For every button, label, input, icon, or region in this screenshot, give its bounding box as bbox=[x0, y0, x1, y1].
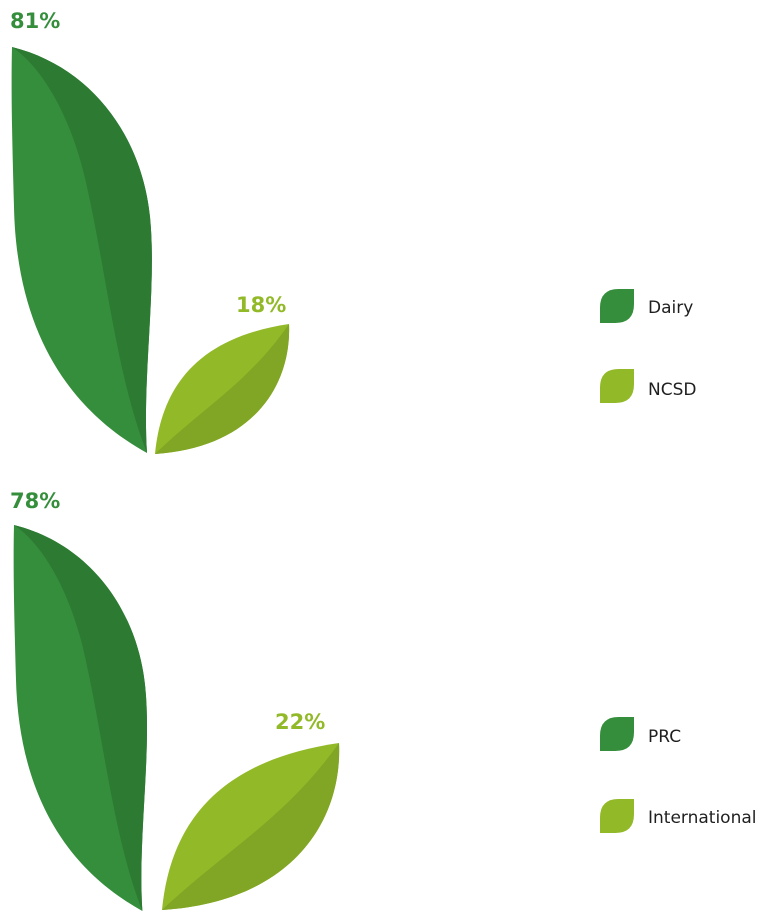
leaf-small-2 bbox=[162, 743, 340, 910]
value-label-4: 22% bbox=[275, 710, 325, 734]
legend-label-2: NCSD bbox=[648, 380, 696, 400]
legend-leaf-icon bbox=[600, 717, 634, 751]
legend-label-1: Dairy bbox=[648, 298, 693, 318]
legend-leaf-icon bbox=[600, 289, 634, 323]
leaf-big-1-shade bbox=[12, 47, 152, 453]
leaf-small-2-shade bbox=[162, 743, 340, 910]
leaf-small-1 bbox=[155, 324, 290, 454]
legend-label-4: International bbox=[648, 808, 757, 828]
chart-2: 78% 22% PRC International bbox=[10, 489, 757, 911]
leaf-big-2-shade bbox=[14, 525, 148, 911]
legend-leaf-icon bbox=[600, 369, 634, 403]
legend-leaf-icon bbox=[600, 799, 634, 833]
legend-1: Dairy NCSD bbox=[600, 289, 696, 403]
value-label-2: 18% bbox=[236, 293, 286, 317]
legend-label-3: PRC bbox=[648, 727, 681, 747]
leaf-small-1-shade bbox=[155, 324, 290, 454]
chart-1: 81% 18% Dairy NCSD bbox=[10, 9, 696, 454]
value-label-1: 81% bbox=[10, 9, 60, 33]
value-label-3: 78% bbox=[10, 489, 60, 513]
legend-2: PRC International bbox=[600, 717, 757, 833]
